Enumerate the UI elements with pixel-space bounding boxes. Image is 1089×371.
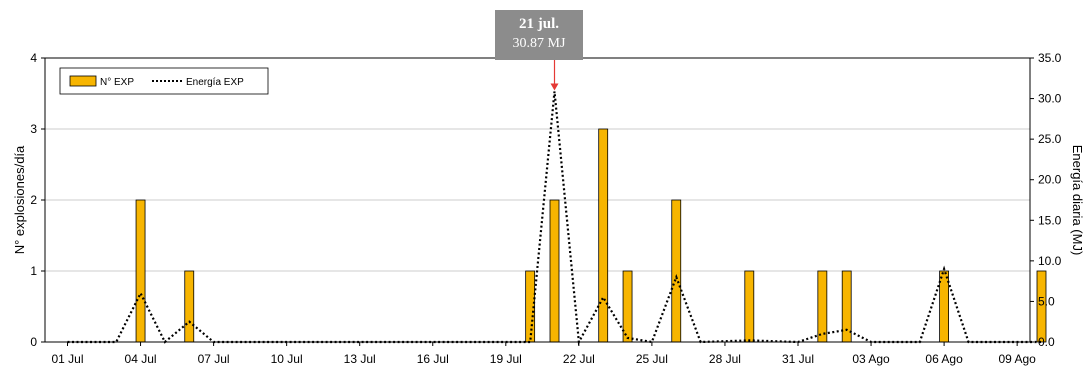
x-tick-label: 25 Jul xyxy=(636,352,668,366)
grid-lines xyxy=(45,128,1030,272)
x-tick-label: 03 Ago xyxy=(852,352,890,366)
legend-bar-swatch xyxy=(69,75,97,87)
y-right-tick-label: 20.0 xyxy=(1038,173,1062,187)
x-tick-label: 16 Jul xyxy=(417,352,449,366)
x-tick-label: 04 Jul xyxy=(125,352,157,366)
y-left-tick-label: 3 xyxy=(30,122,37,136)
annotation-value: 30.87 MJ xyxy=(512,36,566,51)
annotation-date: 21 jul. xyxy=(518,16,559,32)
bar xyxy=(1036,270,1047,343)
x-tick-label: 01 Jul xyxy=(51,352,83,366)
arrow-head xyxy=(550,83,559,91)
y-right-tick-label: 10.0 xyxy=(1038,254,1062,268)
bar xyxy=(671,199,682,343)
x-tick-label: 06 Ago xyxy=(925,352,963,366)
bar xyxy=(135,199,146,343)
y-left-tick-label: 1 xyxy=(30,264,37,278)
y-left-ticks: 0 1 2 3 4 xyxy=(30,51,45,349)
bar xyxy=(549,199,560,343)
x-tick-label: 10 Jul xyxy=(271,352,303,366)
y-left-tick-label: 0 xyxy=(30,335,37,349)
legend-label-line: Energía EXP xyxy=(186,77,244,88)
x-tick-label: 22 Jul xyxy=(563,352,595,366)
y-left-axis-title: N° explosiones/día xyxy=(12,145,27,254)
peak-annotation: 21 jul. 30.87 MJ xyxy=(495,10,583,60)
x-tick-label: 09 Ago xyxy=(998,352,1036,366)
y-right-ticks: 0.0 5.0 10.0 15.0 20.0 25.0 30.0 35.0 xyxy=(1030,51,1062,349)
y-right-tick-label: 0.0 xyxy=(1038,335,1055,349)
x-tick-label: 28 Jul xyxy=(709,352,741,366)
x-ticks: 01 Jul 04 Jul 07 Jul 10 Jul 13 Jul 16 Jul 19 J… xyxy=(51,342,1036,366)
bar xyxy=(817,270,828,343)
annotation-arrow xyxy=(550,60,559,91)
y-right-axis-title: Energía diaria (MJ) xyxy=(1070,145,1085,256)
x-tick-label: 13 Jul xyxy=(344,352,376,366)
bar xyxy=(598,128,609,343)
bar xyxy=(184,270,195,343)
y-right-tick-label: 30.0 xyxy=(1038,92,1062,106)
y-left-tick-label: 4 xyxy=(30,51,37,65)
y-left-tick-label: 2 xyxy=(30,193,37,207)
y-right-tick-label: 15.0 xyxy=(1038,213,1062,227)
bars-series xyxy=(135,128,1047,343)
y-right-tick-label: 25.0 xyxy=(1038,132,1062,146)
x-tick-label: 31 Jul xyxy=(782,352,814,366)
legend-label-bars: N° EXP xyxy=(100,77,134,88)
x-tick-label: 07 Jul xyxy=(198,352,230,366)
y-right-tick-label: 5.0 xyxy=(1038,294,1055,308)
x-tick-label: 19 Jul xyxy=(490,352,522,366)
bar xyxy=(744,270,755,343)
bar xyxy=(622,270,633,343)
y-right-tick-label: 35.0 xyxy=(1038,51,1062,65)
legend: N° EXP Energía EXP xyxy=(59,67,269,95)
